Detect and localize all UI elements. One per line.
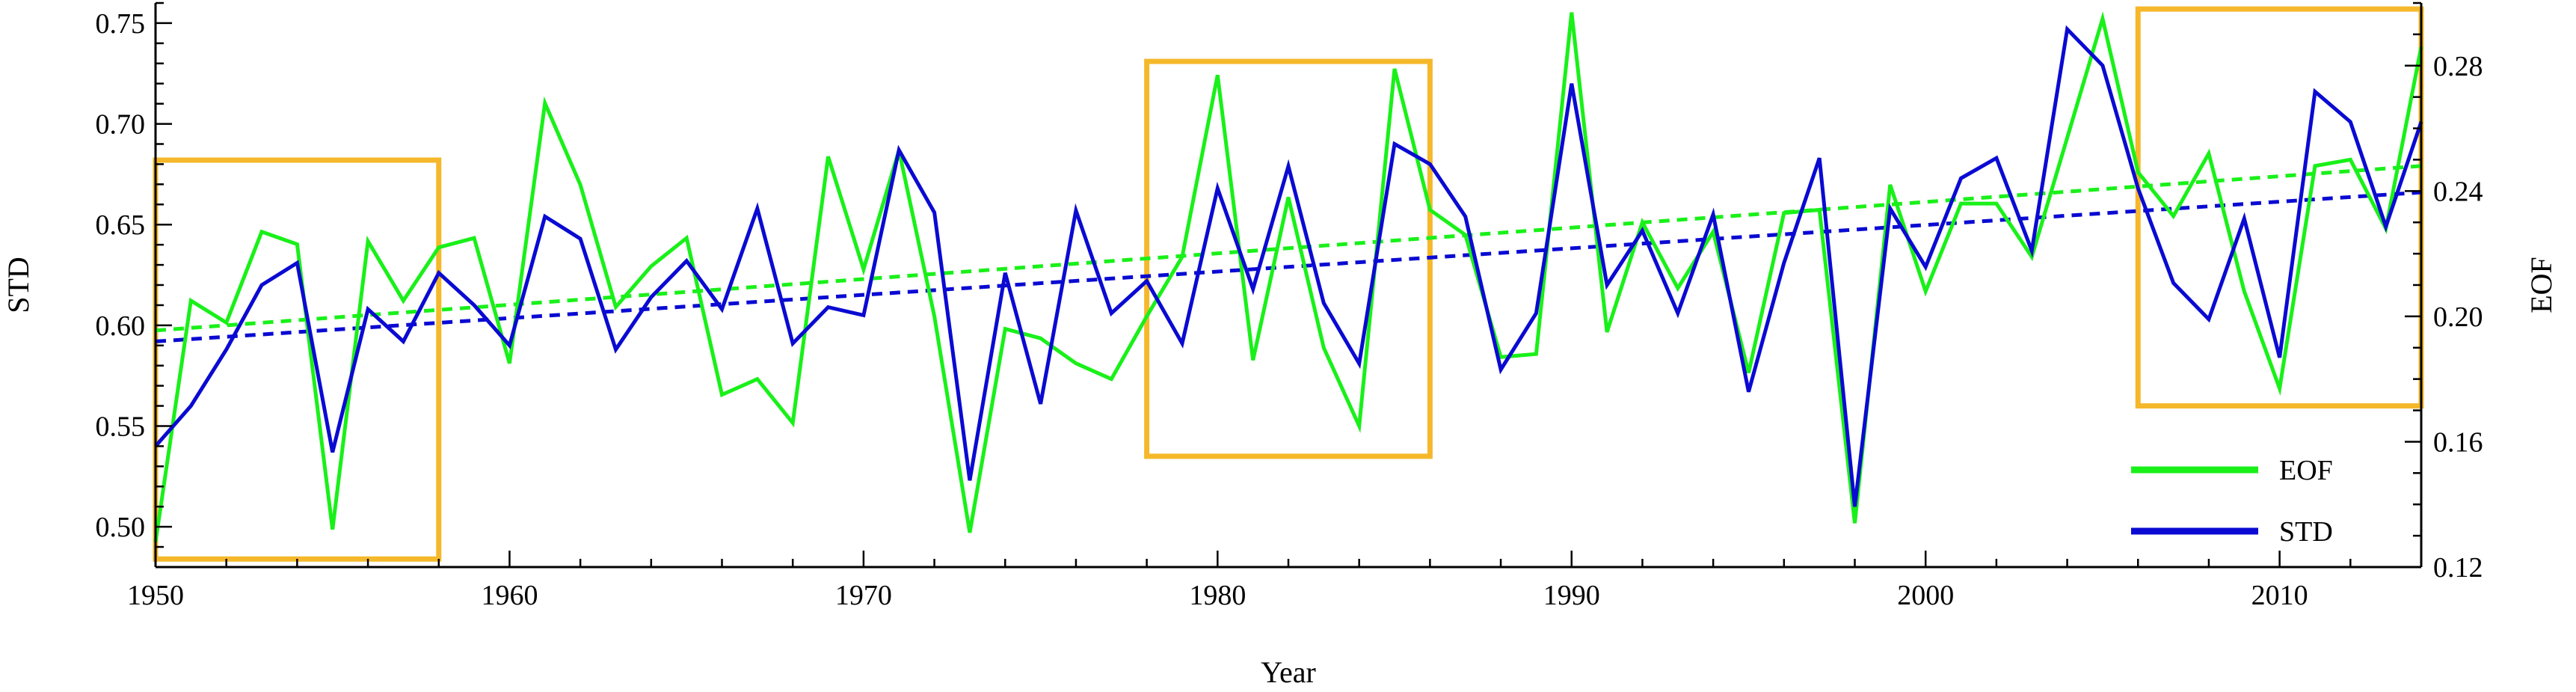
- y-left-tick-label: 0.50: [96, 512, 146, 543]
- legend-label-eof: EOF: [2279, 455, 2333, 486]
- x-tick-label: 1990: [1543, 580, 1600, 611]
- y-right-tick-label: 0.24: [2433, 176, 2483, 207]
- y-axis-left-title: STD: [1, 257, 35, 313]
- x-axis-title: Year: [1261, 655, 1316, 689]
- series-line-eof: [153, 11, 2423, 542]
- y-right-tick-label: 0.12: [2433, 552, 2483, 584]
- y-left-tick-label: 0.75: [96, 8, 146, 40]
- legend: EOF STD: [2131, 455, 2333, 548]
- y-left-tick-label: 0.70: [96, 109, 146, 141]
- data-series: [153, 11, 2423, 542]
- x-tick-label: 1960: [481, 580, 538, 611]
- highlight-box-2: [1144, 58, 1433, 459]
- highlight-box-1: [153, 157, 442, 562]
- y-axis-right-title: EOF: [2524, 257, 2558, 313]
- y-left-tick-label: 0.55: [96, 411, 146, 443]
- y-right-tick-label: 0.20: [2433, 301, 2483, 333]
- y-left-tick-label: 0.60: [96, 310, 146, 342]
- x-tick-label: 1950: [127, 580, 184, 611]
- trend-line-eof: [155, 164, 2422, 333]
- y-left-tick-label: 0.65: [96, 209, 146, 241]
- x-tick-label: 1970: [835, 580, 892, 611]
- x-tick-label: 2000: [1897, 580, 1954, 611]
- x-tick-label: 1980: [1189, 580, 1246, 611]
- x-tick-label: 2010: [2251, 580, 2308, 611]
- series-line-std: [154, 25, 2423, 507]
- y-right-tick-label: 0.16: [2433, 426, 2483, 458]
- y-right-tick-label: 0.28: [2433, 51, 2483, 82]
- legend-label-std: STD: [2279, 516, 2333, 548]
